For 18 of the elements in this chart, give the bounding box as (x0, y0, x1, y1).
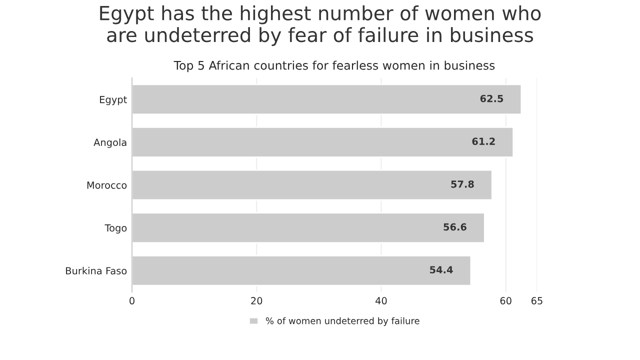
y-tick-label: Angola (94, 138, 126, 148)
x-tick-label: 20 (251, 297, 262, 304)
y-tick-label: Togo (104, 224, 127, 234)
chart-title: Egypt has the highest number of women who are undeterred by fear of failure in business (100, 5, 541, 46)
legend-label: % of women undeterred by failure (266, 317, 420, 326)
data-label: 62.5 (480, 94, 504, 102)
x-tick-label: 60 (500, 297, 512, 304)
x-tick-label: 40 (376, 297, 387, 304)
x-tick-label: 0 (130, 297, 134, 304)
data-label: 56.6 (444, 223, 466, 231)
x-tick-label: 65 (531, 297, 542, 304)
y-tick-label: Morocco (87, 182, 127, 189)
data-label: 54.4 (430, 266, 453, 274)
chart-subtitle: Top 5 African countries for fearless women in business (174, 60, 495, 72)
data-label: 61.2 (472, 138, 495, 146)
data-label: 57.8 (451, 180, 474, 188)
y-tick-label: Burkina Faso (66, 266, 127, 274)
y-tick-label: Egypt (100, 96, 127, 106)
